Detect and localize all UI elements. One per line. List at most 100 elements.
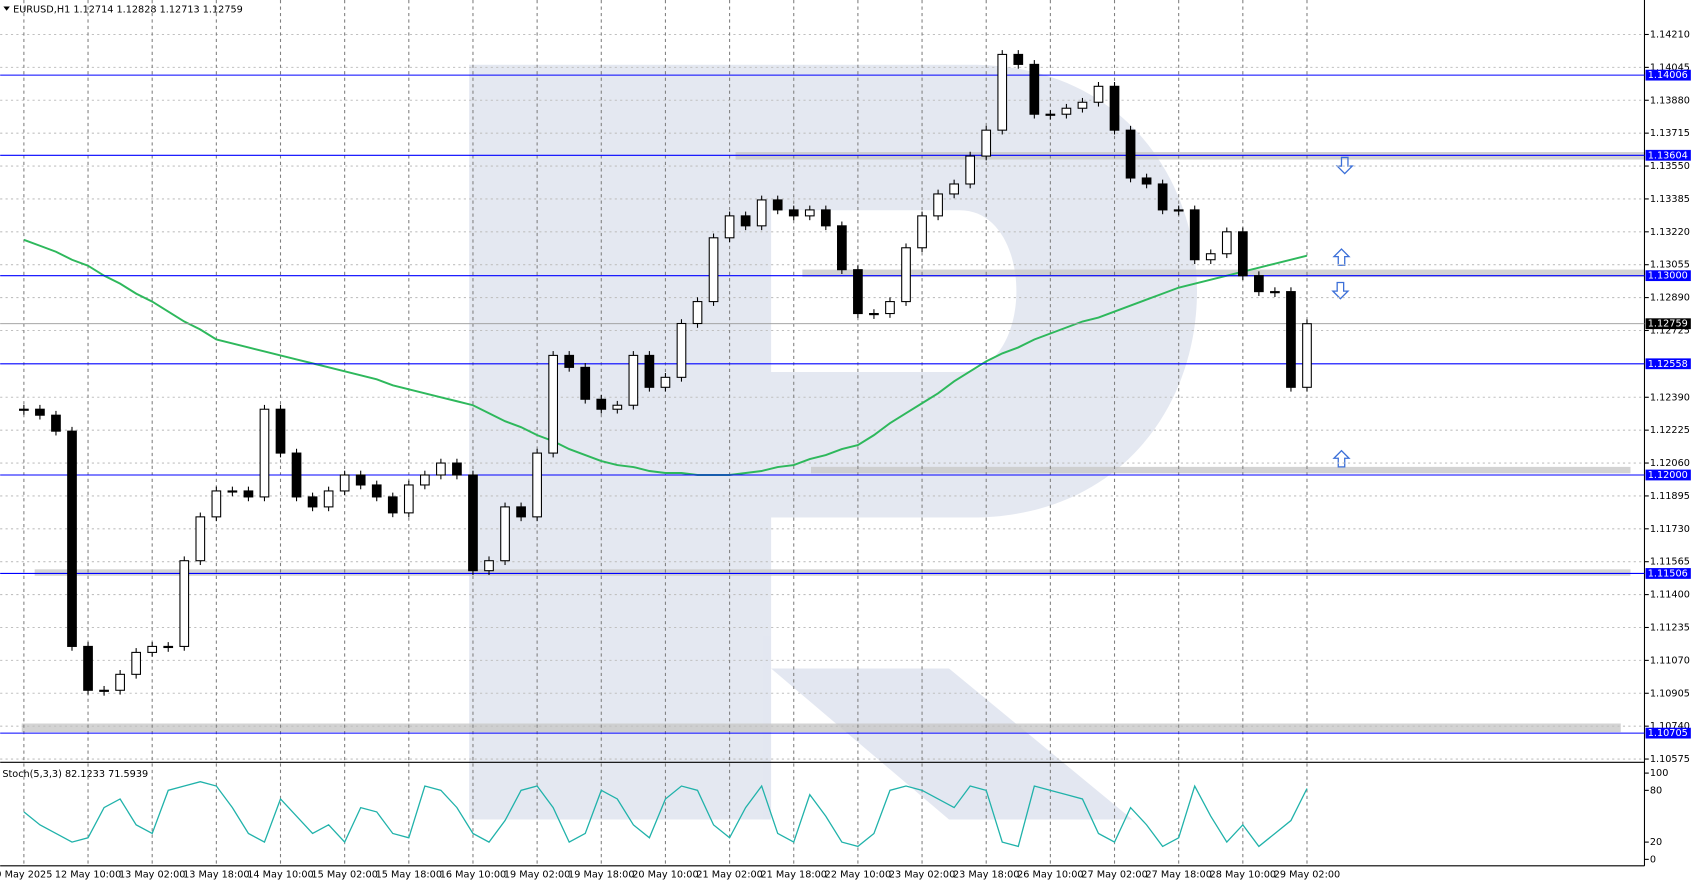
candle [1270, 291, 1280, 294]
candle [51, 414, 61, 432]
x-tick-label: 27 May 02:00 [1081, 869, 1147, 880]
candle [740, 215, 751, 227]
candle [227, 490, 238, 493]
level-label-box [1645, 469, 1691, 481]
level-label: 1.13000 [1648, 271, 1688, 282]
title-marker [3, 6, 10, 11]
candle [500, 506, 510, 562]
y-tick-label: 1.10905 [1650, 688, 1690, 699]
candle [99, 689, 109, 692]
candle [933, 193, 943, 217]
y-tick-label: 1.12890 [1650, 293, 1690, 304]
candle [1302, 323, 1312, 388]
candle [1045, 113, 1056, 116]
x-tick-label: 16 May 10:00 [440, 869, 506, 880]
candle [1061, 107, 1072, 115]
candle [452, 462, 462, 476]
y-tick-label: 1.11895 [1650, 491, 1690, 502]
level-label: 1.13604 [1648, 150, 1688, 161]
candle [484, 560, 494, 572]
x-tick-label: 20 May 10:00 [632, 869, 698, 880]
y-tick-label: 1.11565 [1650, 557, 1690, 568]
candle [997, 53, 1008, 131]
indicator-tick-label: 20 [1650, 837, 1662, 848]
candle [756, 199, 767, 227]
y-tick-label: 1.12390 [1650, 392, 1690, 403]
candle [19, 408, 29, 411]
y-tick-label: 1.12060 [1650, 458, 1690, 469]
level-label: 1.12000 [1648, 470, 1688, 481]
level-label-box [1645, 358, 1691, 370]
candle [917, 215, 927, 249]
candle [115, 673, 125, 691]
candle [901, 247, 911, 303]
candle [131, 651, 142, 675]
x-tick-label: 26 May 10:00 [1017, 869, 1083, 880]
y-tick-label: 1.13055 [1650, 260, 1690, 271]
y-tick-label: 1.13385 [1650, 194, 1690, 205]
y-tick-label: 1.14210 [1650, 29, 1690, 40]
candle [724, 215, 735, 239]
candle [179, 560, 190, 647]
current-price-box [1645, 318, 1691, 330]
indicator-tick-label: 80 [1650, 785, 1662, 796]
candle [1205, 253, 1216, 261]
candle [83, 645, 93, 691]
candle [419, 474, 430, 486]
x-tick-label: 28 May 10:00 [1210, 869, 1276, 880]
level-label: 1.11506 [1648, 568, 1688, 579]
indicator-line [23, 781, 1308, 848]
level-label: 1.10705 [1648, 728, 1688, 739]
y-tick-label: 1.12225 [1650, 425, 1690, 436]
x-tick-label: 29 May 02:00 [1274, 869, 1340, 880]
candle [35, 408, 45, 416]
candle [387, 496, 398, 514]
candle [163, 645, 174, 649]
level-label: 1.12558 [1648, 359, 1688, 370]
level-label-box [1645, 69, 1691, 81]
level-label-box [1645, 568, 1691, 579]
x-tick-label: 15 May 18:00 [376, 869, 442, 880]
candle [580, 366, 591, 400]
candle [1173, 209, 1184, 212]
candle [548, 354, 559, 454]
indicator-tick-label: 100 [1650, 768, 1669, 779]
candle [965, 155, 976, 185]
x-tick-label: 27 May 18:00 [1145, 869, 1211, 880]
y-tick-label: 1.10575 [1650, 754, 1690, 765]
candle [1157, 183, 1168, 211]
candle [869, 313, 879, 316]
candle [1013, 53, 1024, 65]
candle [1093, 85, 1104, 103]
current-price-label: 1.12759 [1648, 319, 1688, 330]
candle [628, 354, 639, 406]
candle [692, 301, 703, 325]
candle [596, 398, 607, 410]
y-tick-label: 1.11730 [1650, 524, 1690, 535]
candle [644, 354, 655, 388]
x-tick-label: 13 May 02:00 [119, 869, 185, 880]
x-tick-label: 23 May 18:00 [953, 869, 1019, 880]
y-tick-label: 1.13550 [1650, 161, 1690, 172]
candle [1254, 275, 1264, 293]
y-tick-label: 1.13220 [1650, 227, 1690, 238]
candle [788, 209, 799, 217]
candle [195, 516, 206, 562]
candle [1029, 63, 1040, 115]
candle [323, 490, 334, 508]
moving-average [23, 238, 1308, 476]
x-tick-label: 21 May 02:00 [696, 869, 762, 880]
level-label-box [1645, 270, 1691, 282]
candle [837, 225, 847, 271]
candle [820, 209, 831, 227]
level-label-box [1645, 727, 1691, 739]
candle [564, 354, 575, 368]
x-tick-label: 9 May 2025 [0, 869, 52, 880]
candle [1109, 85, 1120, 131]
candle [1221, 231, 1232, 255]
x-tick-label: 15 May 02:00 [311, 869, 377, 880]
chart-title: EURUSD,H1 1.12714 1.12828 1.12713 1.1275… [13, 5, 243, 16]
